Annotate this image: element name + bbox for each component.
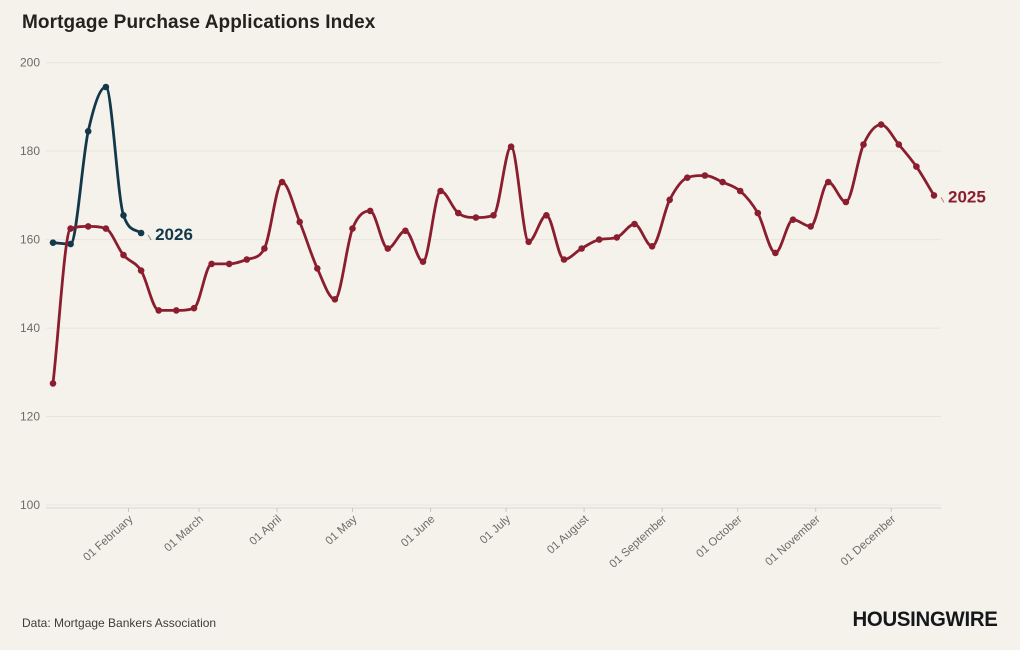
series-point-2025 bbox=[225, 260, 233, 268]
series-point-2025 bbox=[261, 245, 268, 252]
series-point-2025 bbox=[895, 141, 903, 148]
series-point-2025 bbox=[825, 178, 832, 186]
series-point-2025 bbox=[208, 260, 215, 268]
series-point-2026 bbox=[49, 239, 57, 246]
series-point-2025 bbox=[190, 304, 198, 312]
y-axis-label: 120 bbox=[20, 410, 40, 424]
series-point-2025 bbox=[155, 307, 162, 314]
series-point-2025 bbox=[490, 212, 497, 219]
series-point-2025 bbox=[67, 225, 74, 232]
y-axis-label: 140 bbox=[20, 321, 40, 335]
series-point-2025 bbox=[366, 207, 374, 215]
series-point-2025 bbox=[877, 121, 885, 128]
series-point-2025 bbox=[719, 178, 726, 186]
series-label-2026: 2026 bbox=[155, 225, 193, 244]
series-point-2025 bbox=[684, 174, 691, 181]
x-axis-label: 01 September bbox=[607, 513, 669, 570]
series-point-2025 bbox=[789, 216, 797, 223]
series-point-2025 bbox=[666, 196, 673, 204]
series-point-2025 bbox=[560, 256, 568, 263]
y-axis-label: 200 bbox=[20, 56, 40, 70]
series-point-2025 bbox=[648, 243, 656, 250]
series-point-2025 bbox=[349, 225, 356, 232]
series-point-2025 bbox=[543, 212, 550, 219]
data-source-credit: Data: Mortgage Bankers Association bbox=[22, 616, 217, 630]
x-axis-label: 01 August bbox=[545, 513, 592, 557]
x-axis-label: 01 March bbox=[162, 513, 206, 554]
x-axis-label: 01 April bbox=[247, 513, 284, 548]
series-point-2025 bbox=[314, 265, 321, 272]
series-point-2025 bbox=[772, 249, 779, 257]
series-point-2025 bbox=[384, 245, 392, 252]
series-point-2025 bbox=[278, 178, 286, 186]
x-axis-label: 01 October bbox=[694, 513, 744, 560]
series-point-2025 bbox=[631, 220, 638, 228]
series-point-2025 bbox=[525, 238, 532, 246]
series-point-2026 bbox=[102, 83, 110, 91]
series-point-2025 bbox=[842, 198, 850, 206]
series-point-2025 bbox=[84, 223, 92, 230]
series-line-2026 bbox=[51, 85, 143, 246]
series-point-2025 bbox=[472, 214, 480, 221]
x-axis-label: 01 May bbox=[323, 513, 359, 547]
series-point-2025 bbox=[331, 296, 339, 303]
housingwire-logo: HOUSINGWIRE bbox=[852, 608, 998, 631]
series-point-2025 bbox=[243, 256, 251, 263]
series-point-2025 bbox=[296, 218, 304, 226]
series-point-2025 bbox=[120, 251, 127, 259]
series-point-2025 bbox=[102, 225, 110, 232]
series-point-2025 bbox=[613, 234, 621, 241]
series-point-2025 bbox=[455, 209, 462, 217]
series-point-2025 bbox=[754, 209, 762, 217]
series-point-2025 bbox=[913, 163, 920, 170]
series-point-2025 bbox=[137, 267, 145, 274]
label-connector-2026 bbox=[147, 234, 152, 241]
x-axis-label: 01 February bbox=[81, 513, 135, 564]
x-axis-label: 01 November bbox=[763, 513, 822, 568]
page-title: Mortgage Purchase Applications Index bbox=[22, 12, 376, 33]
series-point-2026 bbox=[137, 229, 145, 237]
series-point-2025 bbox=[930, 192, 938, 199]
series-point-2025 bbox=[49, 380, 57, 387]
series-point-2025 bbox=[701, 172, 709, 179]
series-point-2025 bbox=[419, 258, 427, 266]
series-line-2025 bbox=[51, 123, 936, 385]
x-axis-label: 01 December bbox=[839, 513, 898, 568]
series-point-2025 bbox=[595, 236, 603, 243]
series-point-2025 bbox=[173, 307, 180, 314]
x-axis-label: 01 June bbox=[399, 513, 437, 549]
y-axis-label: 180 bbox=[20, 144, 40, 158]
series-point-2025 bbox=[736, 187, 744, 195]
series-point-2025 bbox=[402, 227, 409, 235]
series-point-2025 bbox=[437, 187, 444, 195]
series-point-2026 bbox=[120, 212, 127, 219]
series-point-2025 bbox=[507, 143, 515, 150]
series-point-2026 bbox=[84, 128, 92, 135]
label-connector-2025 bbox=[940, 197, 945, 203]
x-axis-label: 01 July bbox=[478, 513, 513, 546]
y-axis-label: 160 bbox=[20, 233, 40, 247]
series-point-2025 bbox=[807, 223, 814, 230]
series-label-2025: 2025 bbox=[948, 187, 986, 206]
series-point-2026 bbox=[67, 240, 74, 248]
y-axis-label: 100 bbox=[20, 498, 40, 512]
series-point-2025 bbox=[860, 141, 867, 148]
series-point-2025 bbox=[578, 245, 585, 252]
